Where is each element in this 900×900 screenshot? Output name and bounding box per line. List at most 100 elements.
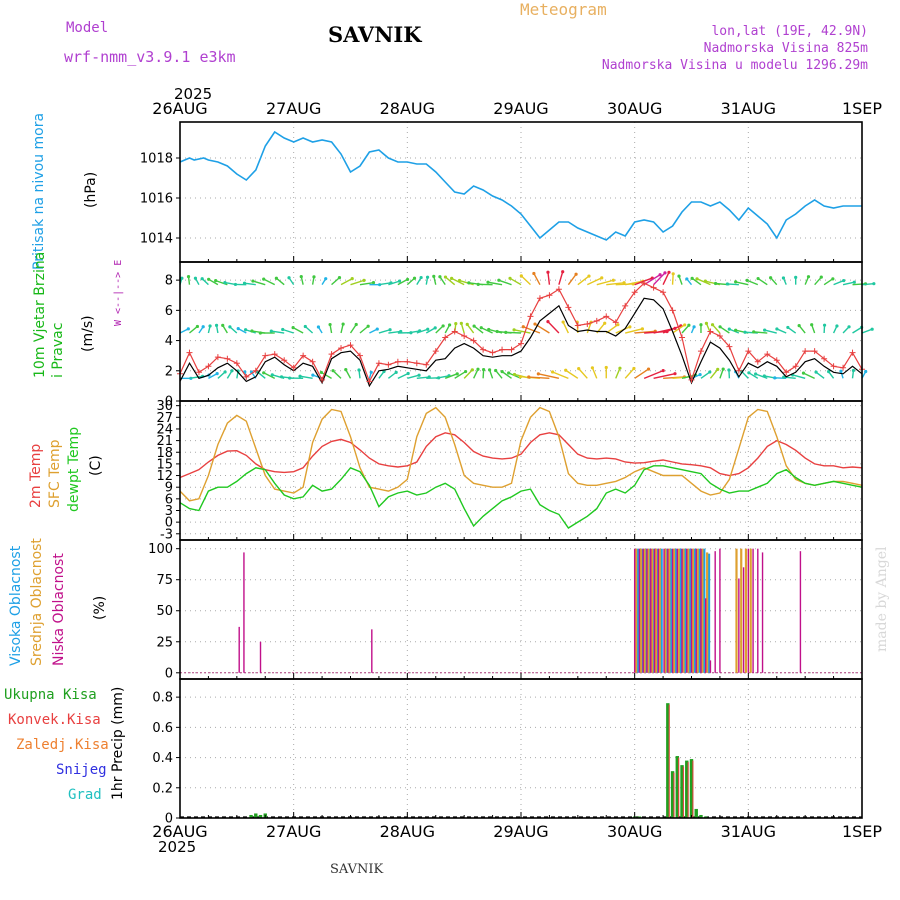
wind-arrow-head (640, 327, 645, 331)
wind-arrow-head (316, 325, 321, 329)
wind-arrow-head (683, 323, 687, 327)
cloud-bar (686, 548, 688, 673)
wind-arrow-head (208, 324, 212, 328)
wind-arrow-head (546, 320, 550, 324)
wind-gust-marker (195, 369, 202, 376)
wind-arrow-head (710, 323, 715, 327)
wind-arrow (459, 279, 474, 286)
wind-arrow (538, 373, 560, 380)
wind-arrow-head (775, 327, 779, 331)
wind-arrow-head (727, 368, 731, 372)
wind-arrow (463, 369, 473, 379)
wind-arrow (473, 368, 479, 379)
wind-arrow-head (350, 277, 354, 281)
wind-arrow (406, 277, 415, 286)
precip-bar (254, 813, 258, 818)
year-label-top: 2025 (174, 85, 213, 103)
wind-arrow (757, 277, 768, 286)
cloud-bar (671, 548, 674, 673)
wind-arrow-head (519, 274, 523, 278)
wind-arrow (444, 373, 458, 379)
precip-bar (694, 808, 698, 818)
wind-arrow (498, 279, 512, 286)
cloud-bar (678, 548, 682, 673)
wind-arrow-head (718, 325, 722, 329)
wind-arrow-head (362, 278, 366, 282)
y-tick-label: 9 (165, 481, 173, 496)
wind-gust-marker (641, 280, 648, 287)
precip-total-legend: Ukupna Kisa (4, 687, 97, 703)
wind-arrow-head (561, 270, 565, 274)
y-tick-label: 1018 (140, 152, 173, 167)
wind-arrow-head (281, 327, 285, 332)
wind-arrow (208, 278, 219, 286)
wind-gust-marker (338, 345, 345, 352)
wind-arrow (719, 368, 724, 379)
wind-arrow (345, 369, 352, 379)
wind-arrow-head (831, 277, 835, 281)
wind-gust-marker (214, 354, 221, 361)
wind-gust-marker (840, 364, 847, 371)
wind-arrow (653, 272, 666, 286)
wind-arrow (505, 331, 522, 334)
wind-arrow (304, 325, 314, 334)
wind-gust-marker (404, 358, 411, 365)
wind-arrow (748, 372, 759, 379)
wind-gust-marker (650, 284, 657, 291)
y-tick-label: 12 (156, 469, 173, 484)
wind-arrow-head (470, 368, 474, 372)
wind-arrow-head (703, 279, 707, 283)
wind-arrow-head (186, 274, 191, 279)
wind-arrow-head (618, 366, 622, 370)
wind-gust-marker (565, 304, 572, 311)
credit-label: made by Angel (874, 546, 890, 653)
wind-arrow (425, 327, 436, 334)
wind-arrow-head (207, 277, 211, 281)
wind-arrow (787, 326, 797, 334)
wind-arrow (653, 372, 676, 380)
cloud-bar (647, 548, 650, 673)
precip-bar (668, 704, 670, 818)
station-title: SAVNIK (328, 22, 422, 47)
wind-gust-marker (328, 351, 335, 358)
x-label-bottom: 31AUG (721, 822, 776, 841)
cloud-bar (747, 548, 750, 673)
wind-arrow-head (508, 276, 512, 280)
wind-arrow-head (258, 331, 262, 335)
wind-arrow (263, 372, 276, 379)
wind-gust-marker (622, 302, 629, 309)
wind-arrow-head (397, 279, 402, 283)
wind-arrow (495, 370, 503, 379)
wind-gust-marker (252, 367, 259, 374)
precip-bar (687, 762, 689, 818)
wind-arrow (509, 277, 522, 286)
y-tick-label: 8 (165, 274, 173, 289)
wind-arrow (842, 281, 855, 286)
wind-arrow (803, 372, 815, 379)
cloud-bar (701, 548, 704, 673)
wind-arrow-head (667, 270, 671, 274)
cloud-bar (705, 598, 707, 673)
cloud-bar (735, 548, 738, 673)
cloud-bar (642, 548, 644, 673)
wind-arrow-head (590, 366, 594, 370)
wind-gust-marker (612, 319, 619, 326)
wind-arrow-head (443, 275, 448, 279)
wind-gust-marker (243, 373, 250, 380)
cloud-bar (691, 548, 695, 673)
wind-arrow (643, 369, 664, 379)
wind-arrow (753, 331, 768, 334)
wind-arrow-head (303, 324, 307, 329)
cloud-bar (799, 551, 802, 673)
wind-arrow (634, 368, 649, 379)
wind-arrow (340, 278, 353, 286)
cloud-bar (744, 548, 748, 673)
x-label-top: 26AUG (152, 99, 207, 118)
wind-gust-marker (536, 295, 543, 302)
y-tick-label: 0 (165, 395, 173, 410)
cloud-bar (657, 548, 660, 673)
wind-arrow-head (564, 368, 568, 372)
x-label-top: 31AUG (721, 99, 776, 118)
wind-arrow-head (341, 322, 345, 326)
